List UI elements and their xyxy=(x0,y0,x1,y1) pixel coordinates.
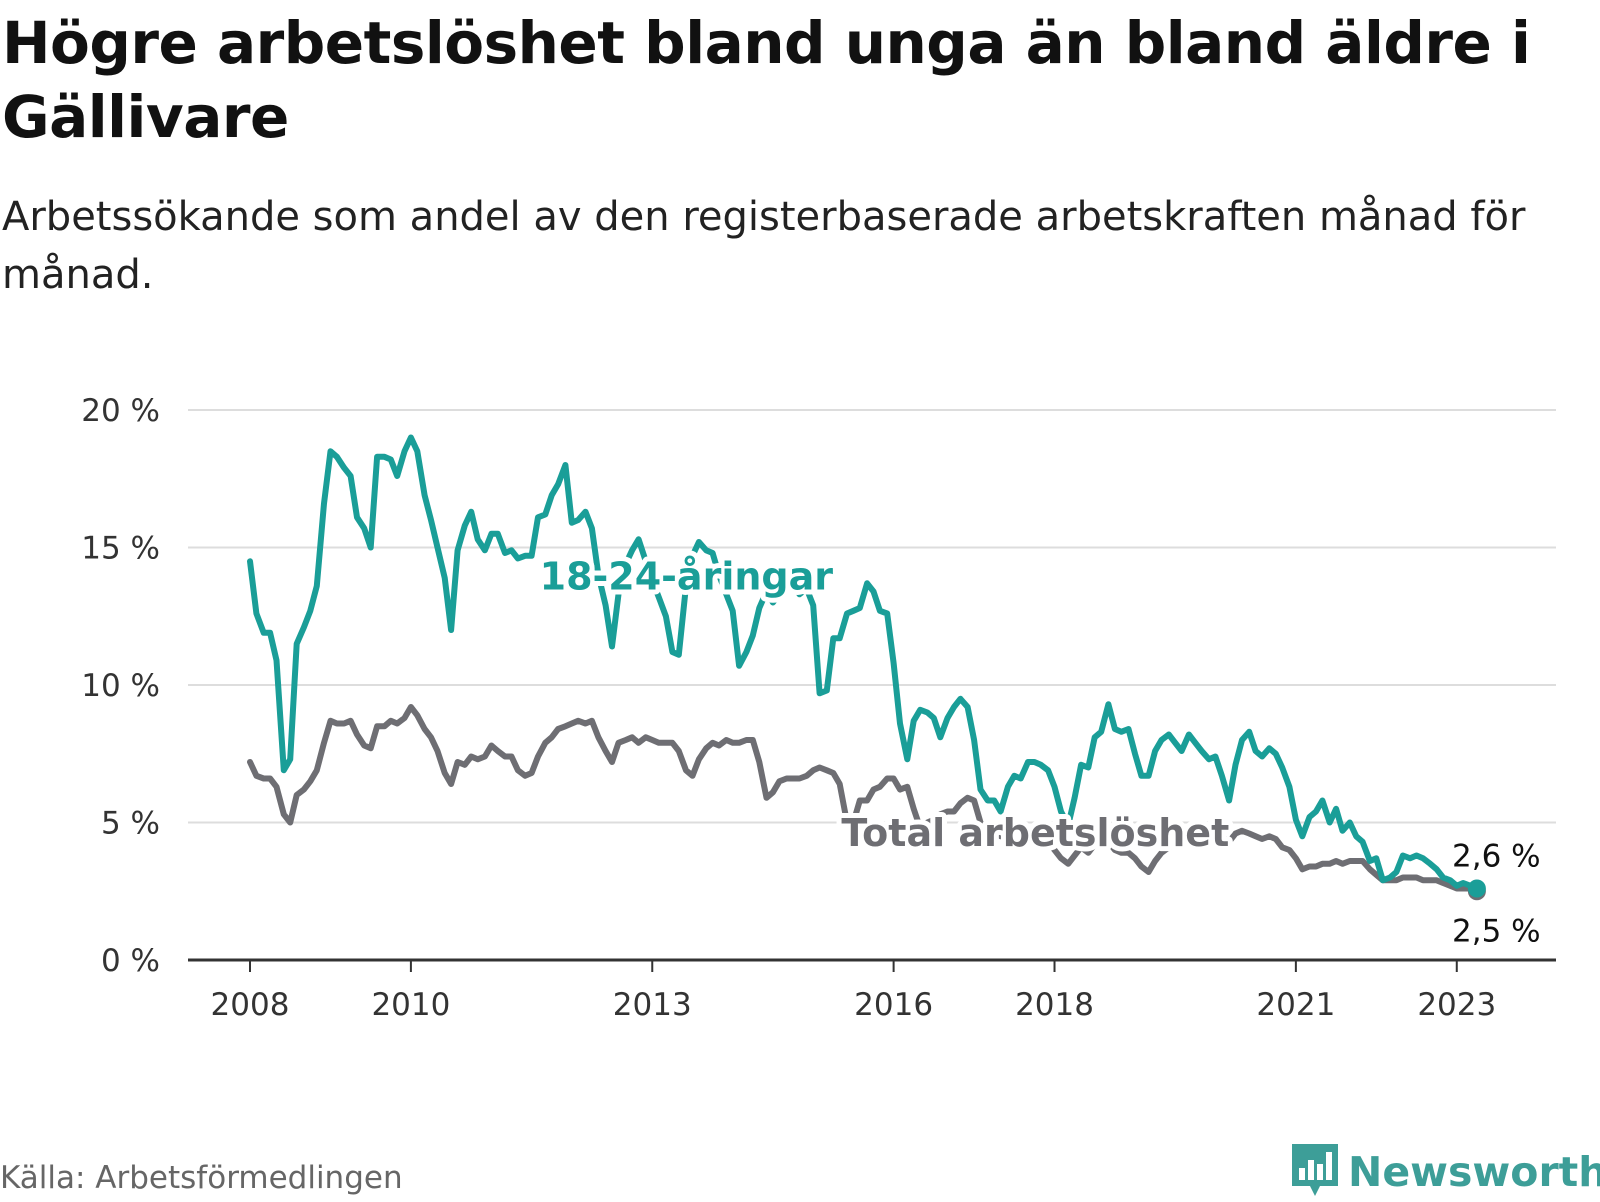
series-labels: Total arbetslöshet 18-24-åringar 2,6 % 2,5 … xyxy=(535,549,1545,953)
x-tick-label: 2016 xyxy=(854,987,933,1023)
end-value-youth: 2,6 % xyxy=(1452,839,1541,875)
x-tick-label: 2018 xyxy=(1015,987,1094,1023)
x-tick-label: 2008 xyxy=(211,987,290,1023)
y-axis-ticks: 0 % 5 % 10 % 15 % 20 % xyxy=(81,393,160,979)
chart-subtitle: Arbetssökande som andel av den registerb… xyxy=(2,194,1526,298)
y-tick-label: 5 % xyxy=(101,806,160,842)
y-tick-label: 15 % xyxy=(81,531,160,567)
y-tick-label: 10 % xyxy=(81,668,160,704)
x-axis-ticks: 2008 2010 2013 2016 2018 2021 2023 xyxy=(188,958,1556,1023)
series-line-total xyxy=(247,704,1480,895)
brand-name: Newsworthy xyxy=(1348,1148,1600,1196)
y-tick-label: 20 % xyxy=(81,393,160,429)
end-value-total: 2,5 % xyxy=(1452,913,1541,949)
x-tick-label: 2021 xyxy=(1256,987,1335,1023)
chart-title: Högre arbetslöshet bland unga än bland ä… xyxy=(2,9,1531,151)
source-note: Källa: Arbetsförmedlingen xyxy=(0,1160,403,1196)
series-lines xyxy=(247,434,1486,901)
x-tick-label: 2023 xyxy=(1417,987,1496,1023)
series-line-youth xyxy=(247,434,1480,892)
newsworthy-logo-icon xyxy=(1290,1142,1340,1202)
series-label-youth: 18-24-åringar xyxy=(540,554,834,598)
brand-logo[interactable]: Newsworthy xyxy=(1290,1142,1600,1202)
x-tick-label: 2010 xyxy=(371,987,450,1023)
y-tick-label: 0 % xyxy=(101,943,160,979)
series-endpoint-youth xyxy=(1467,879,1486,898)
x-tick-label: 2013 xyxy=(613,987,692,1023)
series-label-total: Total arbetslöshet xyxy=(841,811,1229,855)
